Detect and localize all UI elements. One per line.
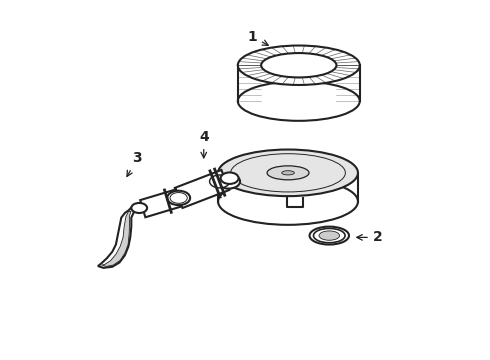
Polygon shape: [140, 189, 181, 217]
Ellipse shape: [167, 191, 190, 205]
Text: 1: 1: [247, 30, 268, 45]
Ellipse shape: [210, 175, 230, 188]
Ellipse shape: [310, 226, 349, 244]
Ellipse shape: [220, 172, 239, 184]
Polygon shape: [101, 211, 131, 266]
Ellipse shape: [314, 228, 345, 243]
Ellipse shape: [267, 166, 309, 180]
Ellipse shape: [319, 231, 340, 240]
Ellipse shape: [131, 203, 147, 213]
Ellipse shape: [218, 149, 358, 196]
Ellipse shape: [261, 53, 337, 77]
Ellipse shape: [238, 45, 360, 85]
Ellipse shape: [282, 171, 294, 175]
Ellipse shape: [218, 178, 358, 225]
Polygon shape: [175, 170, 229, 208]
Polygon shape: [98, 206, 137, 268]
Text: 4: 4: [199, 130, 209, 158]
Text: 2: 2: [357, 230, 383, 244]
Ellipse shape: [217, 174, 240, 189]
Ellipse shape: [238, 81, 360, 121]
Text: 3: 3: [127, 152, 142, 176]
